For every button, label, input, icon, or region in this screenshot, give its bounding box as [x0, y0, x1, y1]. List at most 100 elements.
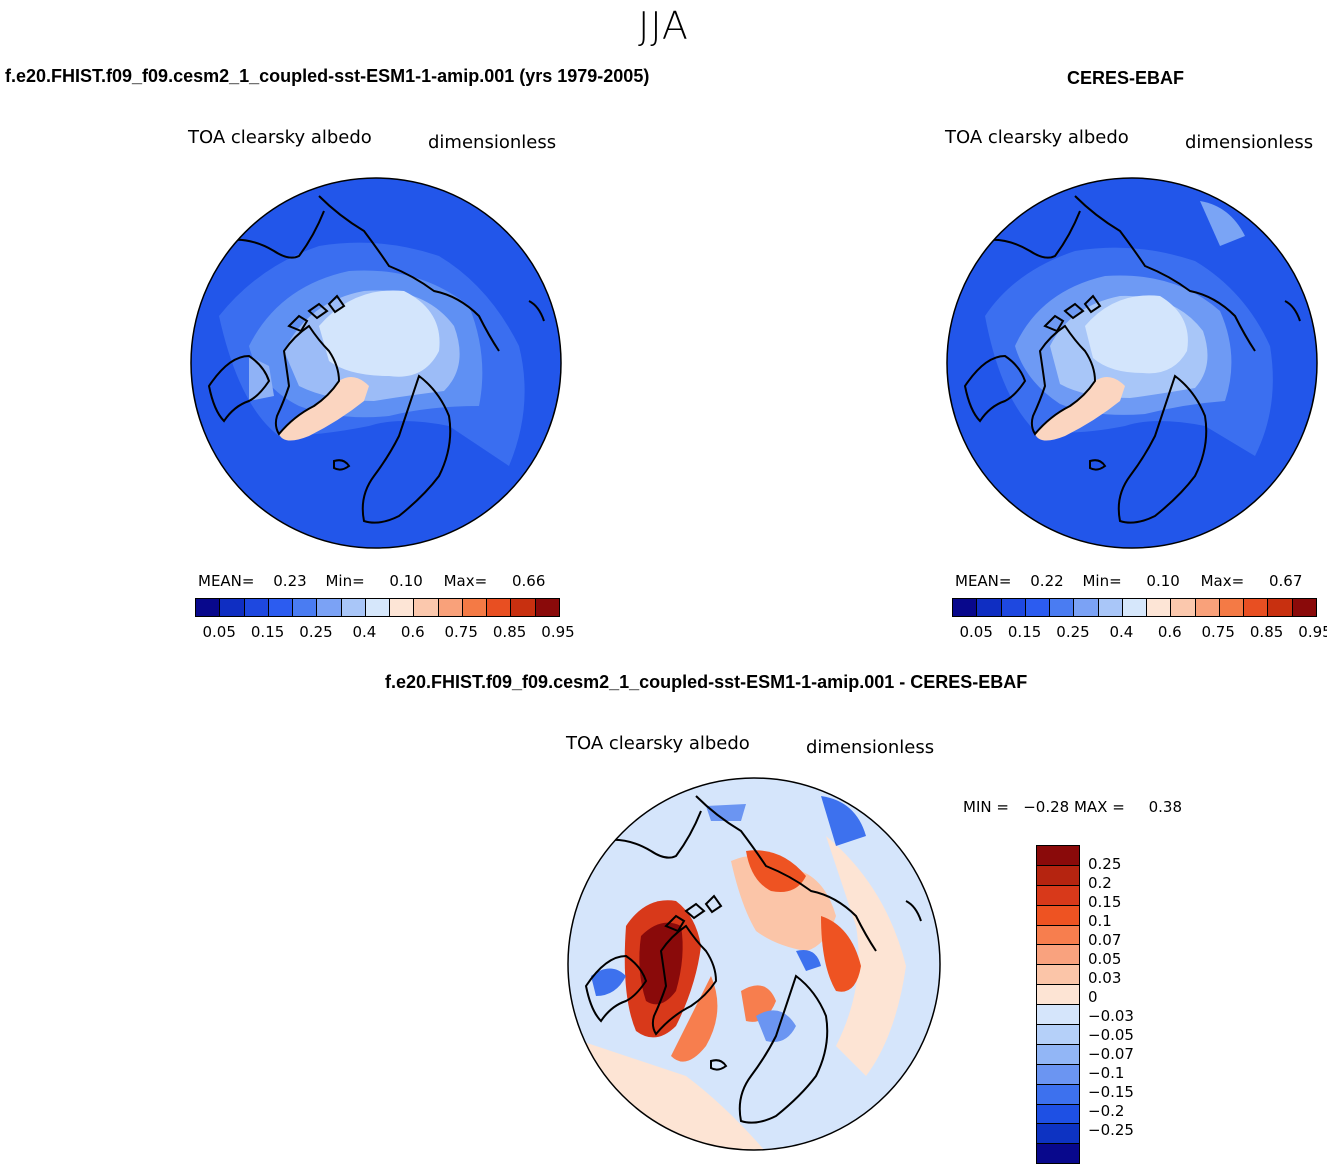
diff-colorbar-tick-label: 0.03 [1088, 969, 1122, 987]
obs-colorbar-swatch [953, 599, 978, 616]
obs-variable-label: TOA clearsky albedo [945, 127, 1129, 148]
model-colorbar-swatch [341, 599, 366, 616]
diff-colorbar-swatch [1037, 1025, 1079, 1045]
model-colorbar-tick-label: 0.4 [352, 623, 377, 641]
diff-colorbar-tick-label: −0.03 [1088, 1007, 1134, 1025]
diff-colorbar-swatch [1037, 925, 1079, 946]
obs-colorbar-swatch [1122, 599, 1148, 616]
diff-units-label: dimensionless [806, 737, 935, 758]
diff-colorbar-swatch [1037, 965, 1079, 986]
diff-colorbar-tick-label: 0 [1088, 988, 1098, 1006]
diff-colorbar-tick-label: 0.15 [1088, 893, 1122, 911]
diff-colorbar-swatch [1037, 1064, 1079, 1085]
model-mean-label: MEAN= [198, 572, 255, 590]
model-polar-map [190, 177, 562, 549]
diff-colorbar-tick-label: −0.05 [1088, 1026, 1134, 1044]
model-variable-label: TOA clearsky albedo [188, 127, 372, 148]
diff-colorbar [1036, 845, 1080, 1164]
model-colorbar-swatch [414, 599, 439, 616]
model-min-label: Min= [325, 572, 365, 590]
obs-colorbar-tick-label: 0.85 [1249, 623, 1284, 641]
obs-colorbar-swatch [1171, 599, 1196, 616]
diff-colorbar-tick-label: −0.07 [1088, 1045, 1134, 1063]
model-colorbar-swatch [196, 599, 221, 616]
obs-colorbar-swatch [1025, 599, 1051, 616]
diff-colorbar-swatch [1037, 885, 1079, 906]
obs-colorbar-swatch [1244, 599, 1269, 616]
season-title: JJA [638, 4, 689, 48]
diff-colorbar-swatch [1037, 1124, 1079, 1145]
model-max-label: Max= [443, 572, 488, 590]
obs-mean-value: 0.22 [1030, 572, 1064, 590]
model-colorbar-swatch [438, 599, 463, 616]
model-colorbar-swatch [220, 599, 245, 616]
diff-colorbar-swatch [1037, 1084, 1079, 1105]
obs-colorbar-swatch [977, 599, 1002, 616]
obs-colorbar-tick-label: 0.15 [1007, 623, 1042, 641]
model-units-label: dimensionless [428, 132, 557, 153]
model-max-value: 0.66 [511, 572, 546, 590]
obs-colorbar-swatch [1195, 599, 1220, 616]
diff-colorbar-swatch [1037, 985, 1079, 1006]
obs-colorbar-swatch [1074, 599, 1099, 616]
obs-colorbar-labels: 0.05 0.15 0.25 0.4 0.6 0.75 0.85 0.95 [952, 623, 1327, 641]
obs-colorbar-swatch [1219, 599, 1245, 616]
diff-colorbar-tick-label: −0.25 [1088, 1121, 1134, 1139]
obs-colorbar-tick-label: 0.6 [1157, 623, 1182, 641]
model-colorbar-tick-label: 0.85 [492, 623, 527, 641]
obs-polar-map [946, 177, 1318, 549]
model-colorbar-swatch [365, 599, 391, 616]
model-colorbar-tick-label: 0.15 [250, 623, 285, 641]
obs-stats: MEAN= 0.22 Min= 0.10 Max= 0.67 [955, 572, 1315, 590]
obs-max-value: 0.67 [1268, 572, 1303, 590]
model-colorbar-swatch [317, 599, 342, 616]
obs-colorbar-tick-label: 0.25 [1056, 623, 1090, 641]
model-colorbar-swatch [293, 599, 318, 616]
model-colorbar-swatch [244, 599, 269, 616]
diff-variable-label: TOA clearsky albedo [566, 733, 750, 754]
diff-colorbar-tick-label: −0.1 [1088, 1064, 1125, 1082]
diff-colorbar-swatch [1037, 846, 1079, 866]
diff-colorbar-swatch [1037, 1044, 1079, 1065]
obs-colorbar-tick-label: 0.75 [1201, 623, 1235, 641]
diff-colorbar-labels: 0.25 0.2 0.15 0.1 0.07 0.05 0.03 0 −0.03 −0.05 −0.… [1088, 845, 1148, 1149]
model-colorbar [195, 598, 560, 617]
obs-mean-label: MEAN= [955, 572, 1012, 590]
model-colorbar-labels: 0.05 0.15 0.25 0.4 0.6 0.75 0.85 0.95 [195, 623, 574, 641]
obs-min-label: Min= [1082, 572, 1122, 590]
diff-colorbar-swatch [1037, 1005, 1079, 1026]
model-colorbar-tick-label: 0.95 [541, 623, 575, 641]
diff-colorbar-swatch [1037, 945, 1079, 966]
diff-colorbar-swatch [1037, 1144, 1079, 1164]
obs-min-value: 0.10 [1146, 572, 1180, 590]
diff-colorbar-tick-label: 0.07 [1088, 931, 1122, 949]
obs-panel-title: CERES-EBAF [1067, 68, 1185, 88]
diff-polar-map [567, 777, 941, 1151]
obs-colorbar-swatch [1268, 599, 1293, 616]
obs-colorbar-tick-label: 0.95 [1298, 623, 1327, 641]
diff-colorbar-tick-label: 0.1 [1088, 912, 1112, 930]
obs-colorbar-tick-label: 0.4 [1109, 623, 1134, 641]
obs-colorbar-swatch [1001, 599, 1026, 616]
diff-colorbar-tick-label: 0.25 [1088, 855, 1122, 873]
diff-colorbar-tick-label: 0.2 [1088, 874, 1112, 892]
diff-colorbar-swatch [1037, 865, 1079, 886]
obs-colorbar [952, 598, 1317, 617]
diff-minmax: MIN = −0.28 MAX = 0.38 [963, 798, 1183, 816]
model-colorbar-tick-label: 0.75 [444, 623, 478, 641]
model-colorbar-swatch [487, 599, 512, 616]
obs-colorbar-swatch [1147, 599, 1172, 616]
obs-max-label: Max= [1200, 572, 1245, 590]
model-panel-title: f.e20.FHIST.f09_f09.cesm2_1_coupled-sst-… [5, 66, 650, 86]
model-colorbar-swatch [268, 599, 294, 616]
model-stats: MEAN= 0.23 Min= 0.10 Max= 0.66 [198, 572, 558, 590]
diff-colorbar-swatch [1037, 1104, 1079, 1125]
obs-colorbar-swatch [1050, 599, 1075, 616]
obs-colorbar-tick-label: 0.05 [959, 623, 993, 641]
obs-colorbar-swatch [1292, 599, 1316, 616]
obs-units-label: dimensionless [1185, 132, 1314, 153]
model-colorbar-tick-label: 0.6 [400, 623, 425, 641]
model-min-value: 0.10 [389, 572, 423, 590]
diff-panel-title: f.e20.FHIST.f09_f09.cesm2_1_coupled-sst-… [385, 672, 1028, 692]
model-colorbar-swatch [390, 599, 415, 616]
